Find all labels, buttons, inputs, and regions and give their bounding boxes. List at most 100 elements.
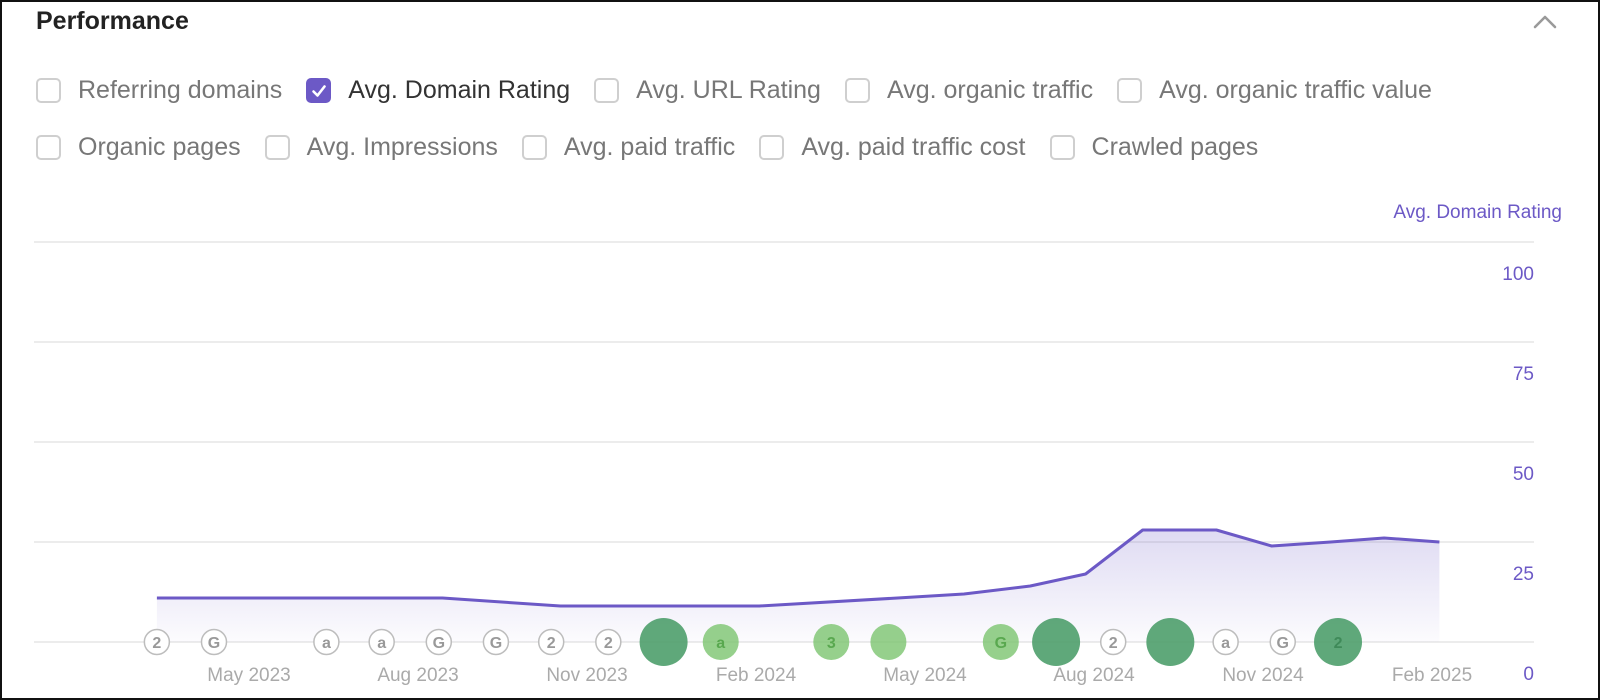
annotation-marker[interactable]: 2 — [537, 628, 565, 656]
annotation-marker-glyph: 2 — [152, 635, 161, 652]
x-tick-label: May 2024 — [883, 665, 967, 686]
metric-options-row-2: Organic pages Avg. Impressions Avg. paid… — [36, 133, 1282, 162]
annotation-marker[interactable]: 2 — [595, 628, 622, 656]
metric-option-label: Crawled pages — [1091, 133, 1259, 161]
annotation-marker-circle — [143, 628, 171, 656]
checkbox[interactable] — [844, 78, 870, 103]
series-area-avg-domain-rating — [156, 530, 1440, 642]
metric-option-referring-domains[interactable]: Referring domains — [36, 76, 282, 105]
annotation-marker[interactable] — [1032, 618, 1081, 666]
annotation-marker-circle — [1269, 628, 1296, 656]
annotation-marker-circle — [1314, 618, 1363, 666]
checkbox[interactable] — [1049, 135, 1075, 160]
metric-option-label: Avg. organic traffic — [886, 76, 1094, 104]
annotation-marker-glyph: G — [208, 635, 220, 652]
annotation-marker[interactable]: G — [982, 624, 1019, 660]
checkbox-checked[interactable] — [306, 78, 332, 103]
metric-option-avg-url-rating[interactable]: Avg. URL Rating — [594, 76, 821, 105]
annotation-marker[interactable]: 2 — [1099, 628, 1127, 656]
annotation-marker[interactable]: G — [425, 628, 453, 656]
annotation-marker[interactable] — [639, 618, 688, 666]
y-tick-label: 100 — [1502, 264, 1534, 285]
y-tick-label: 50 — [1513, 464, 1534, 485]
metric-option-avg-organic-traffic-value[interactable]: Avg. organic traffic value — [1117, 76, 1432, 105]
metric-option-avg-paid-traffic[interactable]: Avg. paid traffic — [521, 133, 736, 162]
annotation-marker[interactable]: a — [313, 628, 340, 656]
annotation-marker-circle — [595, 628, 622, 656]
metric-option-label: Avg. organic traffic value — [1159, 76, 1432, 104]
y-axis-title: Avg. Domain Rating — [1393, 202, 1562, 223]
metric-option-avg-domain-rating[interactable]: Avg. Domain Rating — [306, 76, 570, 105]
y-tick-label: 0 — [1523, 664, 1534, 685]
annotation-marker[interactable]: 2 — [143, 628, 171, 656]
checkbox[interactable] — [36, 135, 61, 160]
metric-option-avg-organic-traffic[interactable]: Avg. organic traffic — [844, 76, 1094, 105]
metric-option-avg-impressions[interactable]: Avg. Impressions — [264, 133, 498, 162]
annotation-marker-glyph: 2 — [604, 635, 613, 652]
metric-option-avg-paid-traffic-cost[interactable]: Avg. paid traffic cost — [759, 133, 1026, 162]
annotation-marker-circle — [1212, 628, 1239, 656]
annotation-marker-circle — [1032, 618, 1081, 666]
annotation-marker-circle — [870, 624, 907, 660]
annotation-marker-glyph: a — [1221, 635, 1230, 652]
metric-option-label: Avg. Impressions — [306, 133, 498, 161]
checkbox[interactable] — [521, 135, 547, 160]
series-line-avg-domain-rating — [156, 528, 1440, 608]
checkbox[interactable] — [594, 78, 620, 103]
annotation-marker-circle — [313, 628, 340, 656]
annotation-marker[interactable]: G — [482, 628, 510, 656]
metric-option-label: Avg. paid traffic cost — [801, 133, 1026, 161]
metric-option-label: Referring domains — [78, 76, 283, 104]
annotation-marker-glyph: G — [1277, 635, 1289, 652]
y-tick-label: 25 — [1513, 564, 1534, 585]
annotation-marker-glyph: a — [377, 635, 386, 652]
metric-option-label: Avg. Domain Rating — [348, 76, 571, 104]
x-tick-label: Nov 2023 — [546, 665, 627, 686]
x-tick-label: Aug 2023 — [377, 665, 458, 686]
annotation-marker[interactable]: a — [368, 628, 395, 656]
checkbox[interactable] — [36, 78, 61, 103]
annotation-marker[interactable] — [870, 624, 907, 660]
panel-title: Performance — [36, 7, 189, 35]
x-tick-label: Feb 2024 — [716, 665, 797, 686]
x-tick-label: Nov 2024 — [1222, 665, 1304, 686]
annotation-marker-circle — [982, 624, 1019, 660]
annotation-marker[interactable]: 2 — [1314, 618, 1363, 666]
annotation-marker-circle — [702, 624, 739, 660]
annotation-marker-circle — [1099, 628, 1127, 656]
annotation-marker[interactable]: a — [1212, 628, 1239, 656]
checkbox[interactable] — [264, 135, 290, 160]
metric-option-organic-pages[interactable]: Organic pages — [36, 133, 241, 162]
annotation-marker[interactable]: 3 — [813, 624, 850, 660]
metric-option-crawled-pages[interactable]: Crawled pages — [1049, 133, 1259, 162]
annotation-marker[interactable]: a — [702, 624, 739, 660]
x-tick-label: May 2023 — [207, 665, 290, 686]
annotation-marker-glyph: G — [490, 635, 502, 652]
annotation-marker-circle — [368, 628, 395, 656]
annotation-marker[interactable]: G — [1269, 628, 1296, 656]
x-tick-label: Feb 2025 — [1392, 665, 1472, 686]
annotation-marker-circle — [425, 628, 453, 656]
annotation-marker[interactable]: G — [200, 628, 228, 656]
metric-option-label: Organic pages — [78, 133, 241, 161]
annotation-marker-circle — [813, 624, 850, 660]
x-tick-label: Aug 2024 — [1053, 665, 1135, 686]
metric-options-row-1: Referring domains Avg. Domain Rating Avg… — [36, 76, 1456, 105]
checkbox[interactable] — [759, 135, 785, 160]
collapse-button[interactable] — [1530, 10, 1560, 34]
annotation-marker-glyph: 2 — [1334, 635, 1343, 652]
metric-option-label: Avg. URL Rating — [636, 76, 821, 104]
annotation-marker-circle — [639, 618, 688, 666]
annotation-marker-glyph: 3 — [827, 635, 836, 652]
annotation-marker-glyph: 2 — [547, 635, 556, 652]
checkmark-icon — [311, 84, 326, 97]
annotation-marker-glyph: G — [995, 635, 1007, 652]
chevron-up-icon — [1533, 15, 1557, 29]
annotation-marker-circle — [482, 628, 510, 656]
metric-option-label: Avg. paid traffic — [563, 133, 736, 161]
checkbox[interactable] — [1117, 78, 1143, 103]
annotation-marker[interactable] — [1146, 618, 1195, 666]
y-tick-label: 75 — [1513, 364, 1534, 385]
